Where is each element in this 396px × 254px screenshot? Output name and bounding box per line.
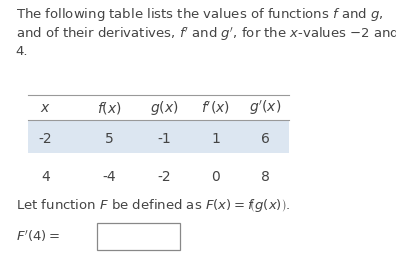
Text: and of their derivatives, $f'$ and $g'$, for the $x$-values $-2$ and: and of their derivatives, $f'$ and $g'$,…: [16, 25, 396, 43]
Text: 4: 4: [41, 170, 50, 183]
FancyBboxPatch shape: [97, 223, 180, 250]
Text: -1: -1: [158, 132, 171, 145]
Text: 8: 8: [261, 170, 270, 183]
Text: -2: -2: [158, 170, 171, 183]
Text: $F'(4) =$: $F'(4) =$: [16, 228, 60, 243]
Text: 6: 6: [261, 132, 270, 145]
Text: The following table lists the values of functions $f$ and $g$,: The following table lists the values of …: [16, 6, 384, 23]
Text: 5: 5: [105, 132, 113, 145]
Text: $x$: $x$: [40, 101, 51, 115]
Text: $g'(x)$: $g'(x)$: [249, 99, 282, 117]
Text: $f'(x)$: $f'(x)$: [202, 100, 230, 116]
Text: -2: -2: [39, 132, 52, 145]
Text: 0: 0: [211, 170, 220, 183]
Text: 1: 1: [211, 132, 220, 145]
Text: $f(x)$: $f(x)$: [97, 100, 121, 116]
Text: 4.: 4.: [16, 44, 29, 57]
Text: $g(x)$: $g(x)$: [150, 99, 179, 117]
FancyBboxPatch shape: [28, 121, 289, 154]
Text: -4: -4: [102, 170, 116, 183]
Text: Let function $F$ be defined as $F(x) = f\!\left(g(x)\right).$: Let function $F$ be defined as $F(x) = f…: [16, 196, 290, 213]
